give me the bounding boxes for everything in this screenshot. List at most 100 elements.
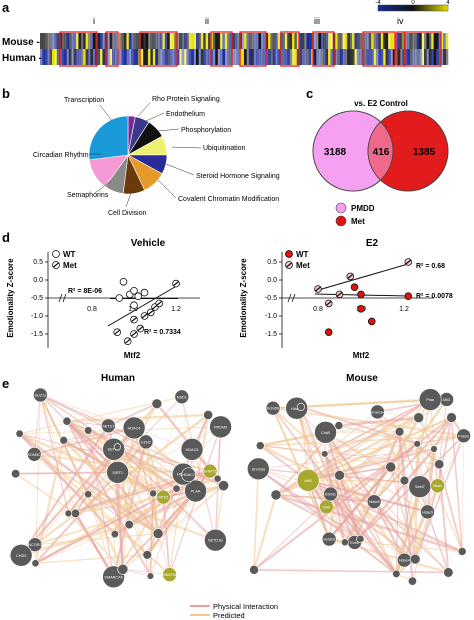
heatmap-cell	[40, 33, 43, 49]
network-node	[15, 429, 24, 438]
network-node	[446, 412, 457, 423]
network-node-label: Sirt6	[323, 505, 331, 509]
heatmap-cell	[236, 33, 240, 49]
heatmap-cell	[433, 49, 437, 65]
network-node-label: SETD7	[102, 424, 114, 428]
heatmap-cell	[287, 33, 290, 49]
heatmap-cell	[354, 49, 358, 65]
heatmap-cell	[169, 33, 173, 49]
heatmap-cell	[414, 49, 418, 65]
scale-tick-low: -4	[375, 0, 381, 6]
network-edge	[416, 399, 448, 445]
network-node-label: Hdac9	[422, 510, 433, 514]
heatmap-cell	[217, 33, 221, 49]
heatmap-cell	[383, 33, 386, 49]
heatmap-cell	[83, 49, 86, 65]
heatmap-cell	[157, 33, 161, 49]
heatmap-cell	[272, 49, 276, 65]
vehicle-ytick-0: 0.5	[33, 259, 43, 266]
heatmap-cell	[268, 33, 271, 49]
heatmap-cell	[390, 49, 394, 65]
heatmap-cell	[133, 33, 137, 49]
heatmap-cell	[419, 49, 422, 65]
network-node	[413, 412, 425, 424]
pie-label-semaphorins: Semaphorins	[67, 192, 109, 199]
network-node-label: Mll3	[443, 398, 450, 402]
heatmap-cell	[102, 33, 106, 49]
network-node: KDM5C	[27, 447, 42, 462]
heatmap-cell	[44, 49, 48, 65]
heatmap-cell	[107, 33, 110, 49]
heatmap-cell	[275, 33, 278, 49]
network-node-label: PLAA	[191, 489, 201, 493]
network-edge	[432, 416, 453, 450]
heatmap-cell	[248, 49, 252, 65]
heatmap-cell	[92, 33, 96, 49]
network-edge	[181, 396, 216, 541]
heatmap-cell	[318, 49, 322, 65]
network-node	[341, 538, 349, 547]
e2-legend: WT Met	[285, 250, 310, 270]
heatmap-cell	[176, 49, 180, 65]
scatter-point	[130, 301, 138, 310]
heatmap-cell	[440, 49, 444, 65]
network-edge	[157, 478, 218, 534]
e2-ytick-4: -1.5	[265, 331, 277, 338]
heatmap-cell	[328, 33, 331, 49]
mouse-network: Mtf2 Hdac7 Hdac9 Mll3 Chd5 Ezh2 Sirt6 Setd1b Set…	[246, 388, 471, 586]
heatmap-cell	[160, 33, 163, 49]
heatmap-cell	[234, 49, 238, 65]
network-node: SETD1B	[204, 528, 227, 552]
network-edge	[162, 497, 171, 575]
heatmap-cell	[409, 49, 413, 65]
heatmap-cell	[373, 33, 377, 49]
heatmap-cell	[232, 33, 235, 49]
network-node	[255, 441, 265, 451]
heatmap-cell	[294, 33, 298, 49]
network-node: Nsd1	[430, 478, 445, 494]
network-node	[117, 563, 129, 575]
heatmap-cell	[412, 49, 415, 65]
vehicle-xtick-1: 1.0	[128, 306, 138, 313]
network-node: Mll3	[439, 392, 454, 407]
heatmap-cell	[220, 49, 223, 65]
heatmap-cell	[354, 33, 358, 49]
heatmap-cell	[424, 33, 427, 49]
heatmap-cell	[71, 49, 74, 65]
heatmap-cell	[208, 33, 211, 49]
heatmap-cell	[88, 33, 91, 49]
heatmap-cell	[85, 33, 89, 49]
scatter-point-mark	[405, 259, 412, 265]
network-node-label: KDM5C	[28, 453, 42, 457]
scatter-point-mark	[315, 286, 321, 292]
heatmap-cell	[112, 33, 115, 49]
heatmap-cell	[140, 33, 144, 49]
network-node	[62, 416, 72, 426]
network-edge	[34, 453, 184, 476]
heatmap-cell	[289, 33, 293, 49]
network-edge	[275, 494, 361, 540]
heatmap-cell	[344, 49, 348, 65]
network-edge	[39, 394, 124, 570]
heatmap-cell	[397, 33, 401, 49]
heatmap-cell	[143, 49, 146, 65]
network-node: Hdac5	[366, 494, 382, 509]
heatmap-cell	[145, 49, 149, 65]
heatmap-cell	[162, 49, 166, 65]
heatmap-cell	[56, 49, 60, 65]
legend-label-pmdd: PMDD	[351, 204, 375, 213]
network-node-label: Hdac4	[399, 559, 410, 563]
network-edge	[35, 554, 148, 564]
heatmap-cell	[438, 49, 442, 65]
heatmap-cell	[335, 33, 338, 49]
network-node	[172, 484, 181, 493]
heatmap-cell	[114, 33, 118, 49]
heatmap-cell	[330, 33, 334, 49]
heatmap-cell	[368, 49, 372, 65]
network-node	[142, 550, 152, 560]
scatter-point	[357, 304, 365, 313]
network-title-human: Human	[101, 373, 135, 384]
network-edge	[373, 501, 406, 561]
heatmap-cell	[260, 33, 264, 49]
heatmap-cell	[392, 49, 396, 65]
